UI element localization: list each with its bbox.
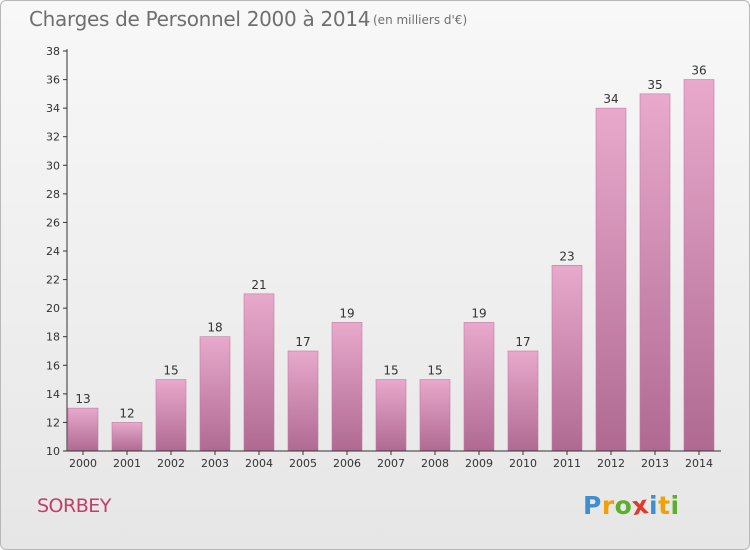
- bar: [419, 379, 451, 452]
- data-label: 17: [295, 335, 310, 349]
- data-label: 15: [163, 364, 178, 378]
- y-tick-label: 24: [46, 245, 60, 258]
- x-tick-label: 2006: [333, 457, 361, 470]
- y-tick-label: 10: [46, 445, 60, 458]
- x-tick-label: 2000: [69, 457, 97, 470]
- x-tick-label: 2001: [113, 457, 141, 470]
- bar: [507, 350, 539, 452]
- x-tick-label: 2004: [245, 457, 273, 470]
- logo-letter: i: [670, 491, 680, 520]
- data-label: 21: [251, 278, 266, 292]
- logo-letter: x: [630, 489, 651, 522]
- y-tick-label: 32: [46, 131, 60, 144]
- y-tick-label: 38: [46, 45, 60, 58]
- axes-group: 10 12 14 16 18 20 22 24 26 28 30 32 34 36 38 2000 2001 20…: [46, 45, 721, 470]
- x-tick-label: 2005: [289, 457, 317, 470]
- data-label: 36: [691, 64, 706, 78]
- x-tick-label: 2013: [641, 457, 669, 470]
- logo-letter: i: [649, 491, 659, 520]
- bar: [199, 336, 231, 452]
- logo-letter: r: [601, 491, 615, 520]
- chart-subtitle: (en milliers d'€): [373, 13, 468, 27]
- bar: [551, 264, 583, 452]
- y-tick-label: 26: [46, 216, 60, 229]
- x-tick-label: 2008: [421, 457, 449, 470]
- data-label: 19: [471, 306, 486, 320]
- bar: [111, 422, 143, 452]
- y-tick-label: 18: [46, 331, 60, 344]
- bar: [331, 322, 363, 452]
- x-tick-label: 2012: [597, 457, 625, 470]
- logo-letter: t: [658, 491, 671, 520]
- x-tick-label: 2007: [377, 457, 405, 470]
- data-label: 15: [427, 364, 442, 378]
- data-label: 19: [339, 306, 354, 320]
- data-label: 35: [647, 78, 662, 92]
- x-tick-label: 2009: [465, 457, 493, 470]
- bar: [375, 379, 407, 452]
- x-tick-label: 2010: [509, 457, 537, 470]
- proxiti-logo[interactable]: Proxiti: [583, 489, 680, 522]
- logo-letter: P: [583, 491, 602, 520]
- data-label: 15: [383, 364, 398, 378]
- data-label: 13: [75, 392, 90, 406]
- data-label: 12: [119, 406, 134, 420]
- bar: [595, 107, 627, 452]
- logo-letter: o: [614, 491, 633, 520]
- y-tick-label: 16: [46, 359, 60, 372]
- x-tick-label: 2014: [685, 457, 713, 470]
- y-tick-label: 20: [46, 302, 60, 315]
- bar: [287, 350, 319, 452]
- data-label: 18: [207, 321, 222, 335]
- y-tick-label: 22: [46, 274, 60, 287]
- bar: [243, 293, 275, 452]
- bars-group: 13 12 15 18 21 17 19 15 15 19 17 23 34 35 36: [67, 64, 715, 452]
- data-label: 23: [559, 249, 574, 263]
- bar: [463, 322, 495, 452]
- x-tick-label: 2002: [157, 457, 185, 470]
- chart-title: Charges de Personnel 2000 à 2014: [29, 7, 371, 31]
- commune-name: SORBEY: [37, 495, 111, 517]
- bar: [67, 407, 99, 452]
- y-tick-label: 14: [46, 388, 60, 401]
- bar: [639, 93, 671, 452]
- y-tick-label: 12: [46, 416, 60, 429]
- y-tick-label: 28: [46, 188, 60, 201]
- data-label: 17: [515, 335, 530, 349]
- y-tick-label: 36: [46, 74, 60, 87]
- data-label: 34: [603, 92, 618, 106]
- x-tick-label: 2003: [201, 457, 229, 470]
- bar: [683, 79, 715, 452]
- x-tick-label: 2011: [553, 457, 581, 470]
- y-tick-label: 30: [46, 159, 60, 172]
- bar: [155, 379, 187, 452]
- y-tick-label: 34: [46, 102, 60, 115]
